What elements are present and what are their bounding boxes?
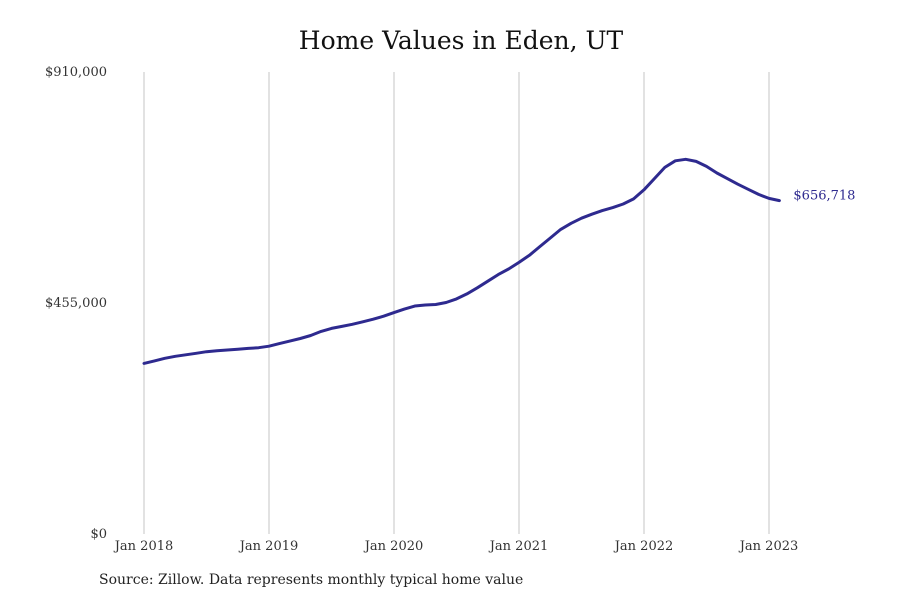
y-tick-label: $455,000 xyxy=(45,296,107,311)
source-note: Source: Zillow. Data represents monthly … xyxy=(99,572,524,588)
y-tick-label: $0 xyxy=(90,527,107,542)
y-axis-tick-labels: $0 $455,000 $910,000 xyxy=(45,65,107,542)
home-value-line xyxy=(142,157,781,365)
x-tick-label: Jan 2020 xyxy=(363,539,424,554)
series-layer: $656,718 xyxy=(142,157,855,365)
chart-title: Home Values in Eden, UT xyxy=(298,26,624,55)
x-tick-label: Jan 2022 xyxy=(613,539,674,554)
grid-lines xyxy=(143,72,770,534)
x-tick-label: Jan 2019 xyxy=(238,539,299,554)
end-value-label: $656,718 xyxy=(793,189,855,204)
x-tick-label: Jan 2018 xyxy=(113,539,174,554)
x-axis-tick-labels: Jan 2018 Jan 2019 Jan 2020 Jan 2021 Jan 2022… xyxy=(113,539,799,554)
x-tick-label: Jan 2021 xyxy=(488,539,549,554)
x-tick-label: Jan 2023 xyxy=(738,539,799,554)
y-tick-label: $910,000 xyxy=(45,65,107,80)
